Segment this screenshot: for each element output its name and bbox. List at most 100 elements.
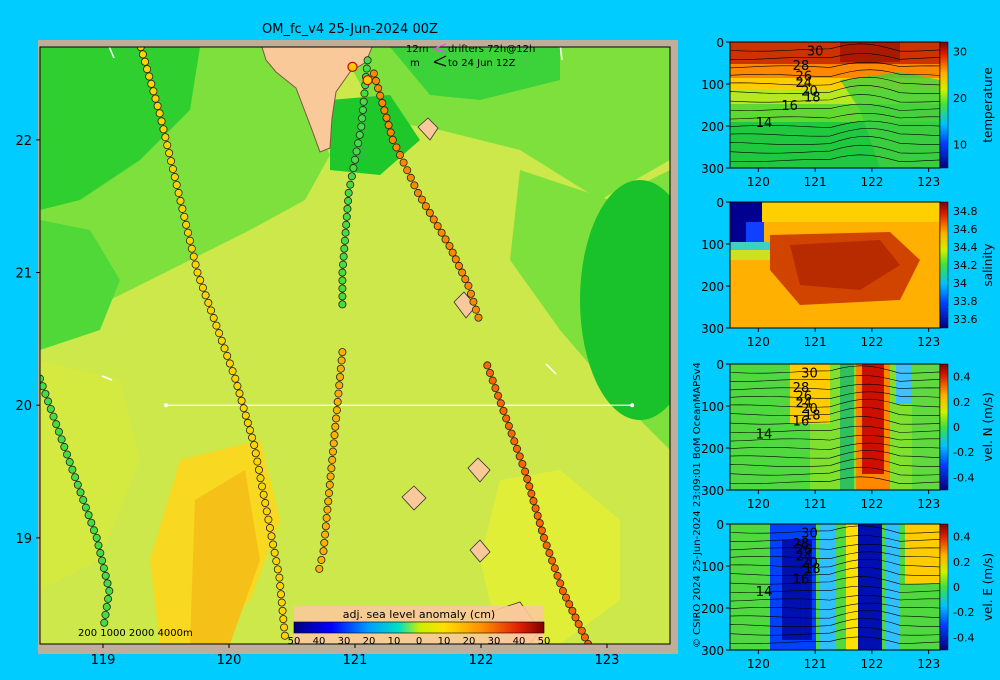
current-arrow (545, 363, 557, 375)
vel_n-isotherm (729, 398, 941, 408)
drifter-point (253, 457, 262, 466)
drifter-point (358, 106, 367, 115)
vel_e-isotherm (729, 585, 941, 593)
vel_e-isotherm (729, 535, 941, 542)
drifter-point (165, 149, 174, 158)
drifter-point (153, 101, 162, 110)
drifter-point (321, 530, 330, 539)
drifter-point (251, 449, 260, 458)
vel-e-westward-2 (858, 524, 882, 650)
drifter-point (323, 505, 332, 514)
current-arrow (559, 47, 563, 61)
drifter-point (362, 64, 371, 73)
drifter-point (523, 474, 532, 483)
temperature-x-tick-label: 122 (860, 175, 883, 189)
drifter-point (170, 173, 179, 182)
map-y-tick-label: 19 (15, 532, 32, 547)
vel_e-colorbar-label: vel. E (m/s) (981, 553, 995, 621)
salinity-x-tick-label: 122 (860, 335, 883, 349)
vel_n-contour-label: 18 (804, 408, 821, 423)
drifter-point (90, 526, 99, 535)
drifter-point (338, 300, 347, 309)
drifter-point (99, 564, 108, 573)
vel_n-isotherm (729, 466, 941, 476)
drifter-point (474, 313, 483, 322)
vel_n-contour-label: 20 (801, 402, 818, 417)
vel_e-colorbar-tick-label: -0.4 (953, 631, 974, 644)
drifter-point (220, 344, 229, 353)
vel_n-contour-label: 28 (793, 381, 810, 396)
vel_e-isotherm (729, 626, 941, 636)
drifter-point (340, 236, 349, 245)
vel-n-band-east (912, 364, 940, 490)
drifter-point (209, 314, 218, 323)
drifter-point (243, 418, 252, 427)
drifter-point (464, 281, 473, 290)
drifter-point (44, 397, 53, 406)
drifter-point (101, 571, 110, 580)
ssh-region-southwest-core (190, 470, 260, 644)
ssh-eddy-east (580, 180, 670, 420)
drifter-point (537, 526, 546, 535)
vel_n-x-tick-label: 120 (747, 497, 770, 511)
vel_n-isotherm (729, 407, 941, 416)
salinity-fresh-edge (746, 222, 764, 244)
map-panel: 200 1000 2000 4000m adj. sea level anoma… (15, 22, 678, 668)
drifter-point (527, 489, 536, 498)
drifter-point (273, 565, 282, 574)
drifter-point (515, 452, 524, 461)
drifter-point (461, 275, 470, 284)
vel_n-isotherm (729, 435, 941, 442)
drifter-point (338, 268, 347, 277)
salinity-x-tick-label: 123 (917, 335, 940, 349)
temperature-isotherm (729, 69, 941, 77)
drifter-point (40, 382, 47, 391)
drifter-point (319, 547, 328, 556)
drifter-point (172, 180, 181, 189)
drifter-point (494, 391, 503, 400)
drifter-point (79, 495, 88, 504)
drifter-point (369, 69, 378, 78)
drifter-point (376, 91, 385, 100)
salinity-fresh-edge-3 (730, 250, 770, 260)
colorbar-ramp (293, 621, 545, 634)
drifter-point (140, 57, 149, 66)
drifter-point (384, 121, 393, 130)
drifter-point (168, 165, 177, 174)
vel_e-contour-label: 14 (756, 585, 773, 600)
drifter-point (269, 540, 278, 549)
vel_n-y-tick-label: 200 (701, 442, 724, 456)
drifter-point (518, 459, 527, 468)
drifter-point (176, 196, 185, 205)
vel_e-isotherm (729, 602, 941, 610)
model-legend-icon (433, 55, 447, 67)
map-x-tick-label: 121 (343, 653, 368, 668)
vel_e-contour-label: 24 (796, 550, 813, 565)
ssh-colorbar: adj. sea level anomaly (cm) 50 40 30 20 10 0 1… (288, 606, 550, 644)
vel_e-isotherm (729, 636, 941, 644)
vel_n-isotherm (729, 442, 941, 450)
salinity-colorbar-tick-label: 34.6 (953, 223, 978, 236)
temperature-isotherm (729, 128, 941, 137)
drifter-point (504, 422, 513, 431)
drifter-point (185, 236, 194, 245)
drifter-point (105, 586, 114, 595)
drifter-point (155, 109, 164, 118)
drifter-point (325, 480, 334, 489)
drifter-point (417, 195, 426, 204)
drifter-point (359, 97, 368, 106)
drifter-point (437, 228, 446, 237)
drifter-point (138, 50, 147, 59)
temperature-contour-label: 18 (804, 91, 821, 106)
salinity-x-tick-label: 120 (747, 335, 770, 349)
drifter-point (84, 511, 93, 520)
drifter-point (215, 329, 224, 338)
vel_n-contour-label: 14 (756, 427, 773, 442)
salinity-y-tick-label: 300 (701, 322, 724, 336)
drifter-point (100, 618, 109, 627)
drifter-point (327, 464, 336, 473)
vel_n-colorbar-label: vel. N (m/s) (981, 392, 995, 462)
vel_e-isotherm (729, 525, 941, 534)
drifter-point (386, 128, 395, 137)
